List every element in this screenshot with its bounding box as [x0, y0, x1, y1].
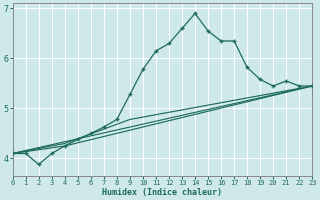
X-axis label: Humidex (Indice chaleur): Humidex (Indice chaleur)	[102, 188, 222, 197]
